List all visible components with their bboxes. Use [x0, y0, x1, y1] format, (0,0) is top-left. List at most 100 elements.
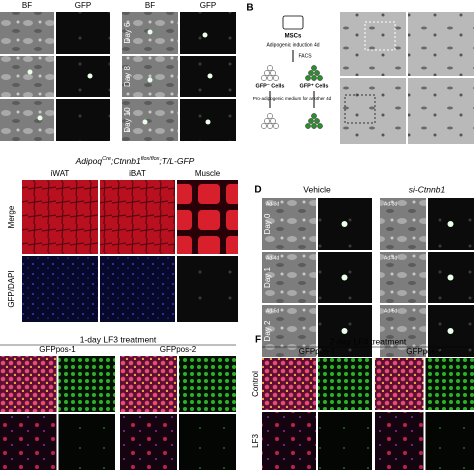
- micrograph: [380, 252, 426, 303]
- micrograph: [262, 412, 316, 470]
- micrograph: [56, 99, 110, 141]
- row-label: LF3: [251, 434, 260, 448]
- cell-icon: [267, 65, 273, 71]
- micrograph: [375, 358, 424, 410]
- step-label: Pro-adipogenic medium for another 4d: [253, 96, 332, 101]
- column-label: Vehicle: [303, 184, 331, 194]
- inset-label: Ad-5d: [266, 308, 280, 314]
- column-label: BF: [145, 1, 155, 10]
- group-label: GFP⁺ Cells: [300, 82, 329, 89]
- gfp-cell: [205, 119, 211, 125]
- row-label: Control: [251, 371, 260, 397]
- cell-icon: [305, 75, 311, 81]
- column-label: BF: [22, 1, 32, 10]
- title-part: Adipoq: [75, 156, 103, 166]
- cell-icon: [305, 123, 311, 129]
- micrograph: [120, 414, 177, 470]
- gfp-cell: [447, 328, 454, 334]
- gfp-cell: [147, 29, 153, 35]
- micrograph: [0, 414, 57, 470]
- micrograph: [262, 198, 316, 250]
- group-label: GFPpos-2: [160, 345, 197, 354]
- title-part: ;Ctnnb1: [111, 156, 141, 166]
- gfp-cell: [341, 274, 348, 281]
- micrograph: [408, 78, 474, 144]
- micrograph: [262, 358, 316, 410]
- micrograph: [122, 56, 178, 97]
- row-label: Day 0: [263, 213, 272, 234]
- gfp-cell: [447, 274, 454, 281]
- cell-icon: [308, 118, 314, 124]
- panel-title: AdipoqCre;Ctnnb1flox/flox;T/L-GFP: [75, 156, 195, 166]
- cell-icon: [267, 123, 273, 129]
- cell-icon: [270, 70, 276, 76]
- panel-title: 2-day LF3 treatment: [330, 336, 407, 346]
- column-label: GFP: [75, 1, 91, 10]
- micrograph: [375, 412, 424, 470]
- micrograph: [0, 56, 54, 97]
- micrograph: [318, 358, 372, 410]
- step-label: Adipogenic induction 4d: [266, 42, 319, 48]
- column-label: iWAT: [51, 169, 70, 178]
- micrograph: [380, 198, 426, 250]
- micrograph: [0, 99, 54, 141]
- cell-icon: [314, 118, 320, 124]
- micrograph: [56, 12, 110, 54]
- micrograph: [22, 256, 98, 322]
- micrograph: [100, 180, 175, 254]
- micrograph: [262, 305, 316, 357]
- micrograph: [177, 180, 238, 254]
- micrograph: [180, 12, 236, 54]
- cell-icon: [267, 113, 273, 119]
- gfp-cell: [37, 115, 43, 121]
- gfp-cell: [207, 73, 213, 79]
- title-part: Cre: [102, 156, 111, 162]
- cell-icon: [311, 123, 317, 129]
- micrograph: [0, 356, 57, 412]
- row-label: GFP/DAPI: [7, 270, 16, 307]
- row-label: Day 6: [123, 22, 132, 43]
- micrograph: [56, 56, 110, 97]
- inset-label: Ad-3d: [266, 201, 280, 207]
- cell-icon: [311, 75, 317, 81]
- cell-icon: [317, 75, 323, 81]
- micrograph: [58, 356, 115, 412]
- cell-icon: [264, 118, 270, 124]
- group-label: GFP⁻ Cells: [256, 83, 285, 89]
- panel-label: D: [254, 185, 261, 196]
- micrograph: [380, 305, 426, 357]
- zoom-box: [344, 94, 376, 124]
- cell-icon: [314, 70, 320, 76]
- column-label: GFP: [200, 1, 216, 10]
- cell-icon: [273, 123, 279, 129]
- micrograph: [340, 78, 406, 144]
- micrograph: [120, 356, 177, 412]
- micrograph: [179, 414, 236, 470]
- gfp-cell: [202, 32, 208, 38]
- cell-icon: [273, 75, 279, 81]
- inset-label: Ad-4d: [266, 255, 280, 261]
- row-label: Day 10: [123, 107, 132, 133]
- micrograph: [0, 12, 54, 54]
- inset-label: Ad-5d: [384, 308, 398, 314]
- column-label: iBAT: [129, 169, 146, 178]
- micrograph: [58, 414, 115, 470]
- title-part: ;T/L-GFP: [159, 156, 194, 166]
- micrograph: [179, 356, 236, 412]
- gfp-cell: [341, 328, 348, 334]
- gfp-cell: [447, 221, 454, 227]
- cell-icon: [311, 65, 317, 71]
- row-label: Day 2: [263, 320, 272, 341]
- micrograph: [100, 256, 175, 322]
- micrograph: [177, 256, 238, 322]
- cell-icon: [261, 123, 267, 129]
- cell-icon: [317, 123, 323, 129]
- group-label: GFPpos-1: [299, 347, 336, 356]
- panel-label: B: [246, 3, 253, 14]
- gfp-cell: [142, 119, 148, 125]
- micrograph: [425, 358, 474, 410]
- cell-icon: [270, 118, 276, 124]
- inset-label: Ad-3d: [384, 201, 398, 207]
- gfp-cell: [147, 77, 153, 83]
- cell-icon: [311, 113, 317, 119]
